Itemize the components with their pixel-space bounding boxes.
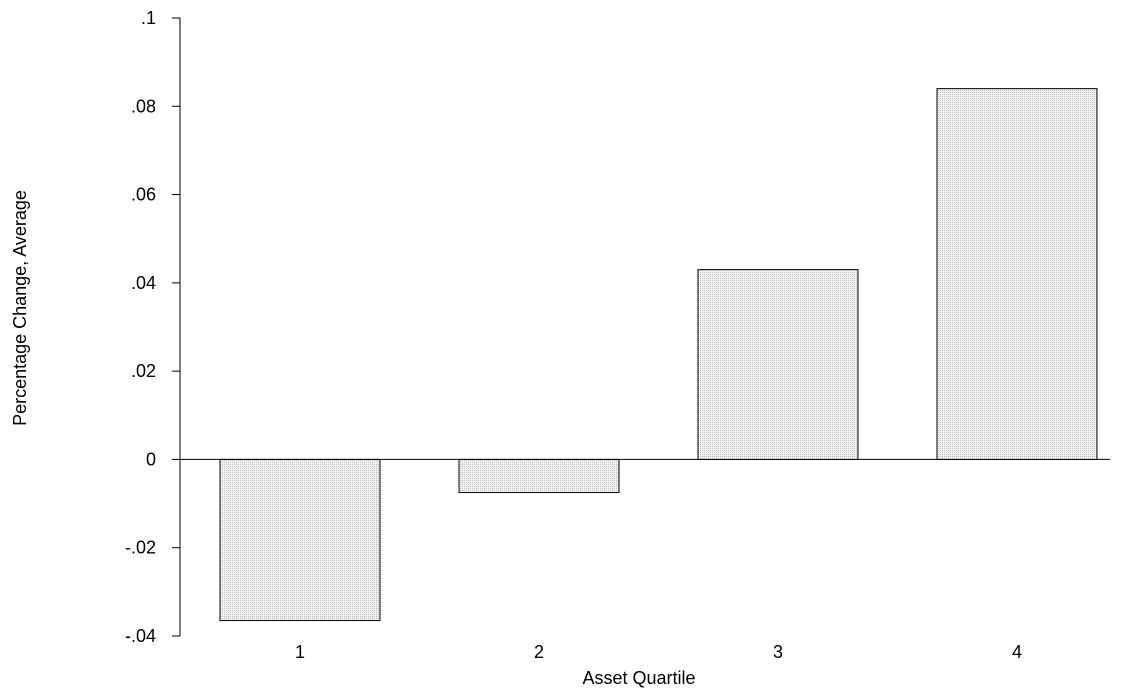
bar-quartile-1 [219,458,381,622]
x-axis-tick-labels: 1 2 3 4 [295,642,1022,662]
bar-quartile-4 [936,88,1098,460]
y-tick-label: .04 [131,273,156,293]
x-tick-label: 2 [534,642,544,662]
y-tick-label: .1 [141,8,156,28]
bars [219,88,1098,622]
y-tick-label: 0 [146,449,156,469]
y-tick-label: .06 [131,185,156,205]
x-tick-label: 3 [773,642,783,662]
y-axis: -.04 -.02 0 .02 .04 .06 .08 .1 [125,8,181,646]
x-tick-label: 1 [295,642,305,662]
y-tick-label: -.04 [125,626,156,646]
y-tick-label: .08 [131,96,156,116]
y-tick-label: -.02 [125,538,156,558]
x-axis-title: Asset Quartile [582,668,695,688]
y-tick-label: .02 [131,361,156,381]
bar-quartile-2 [458,458,620,494]
x-tick-label: 4 [1012,642,1022,662]
y-axis-title: Percentage Change, Average [10,190,30,426]
bar-quartile-3 [697,269,859,460]
